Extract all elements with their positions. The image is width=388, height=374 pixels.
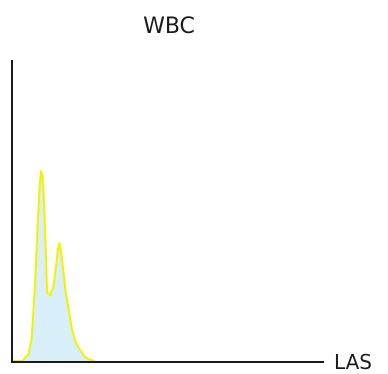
chart-title: WBC bbox=[143, 14, 195, 39]
histogram-area bbox=[13, 171, 94, 361]
histogram-line bbox=[12, 170, 95, 362]
x-axis-label: LAS bbox=[334, 350, 372, 374]
